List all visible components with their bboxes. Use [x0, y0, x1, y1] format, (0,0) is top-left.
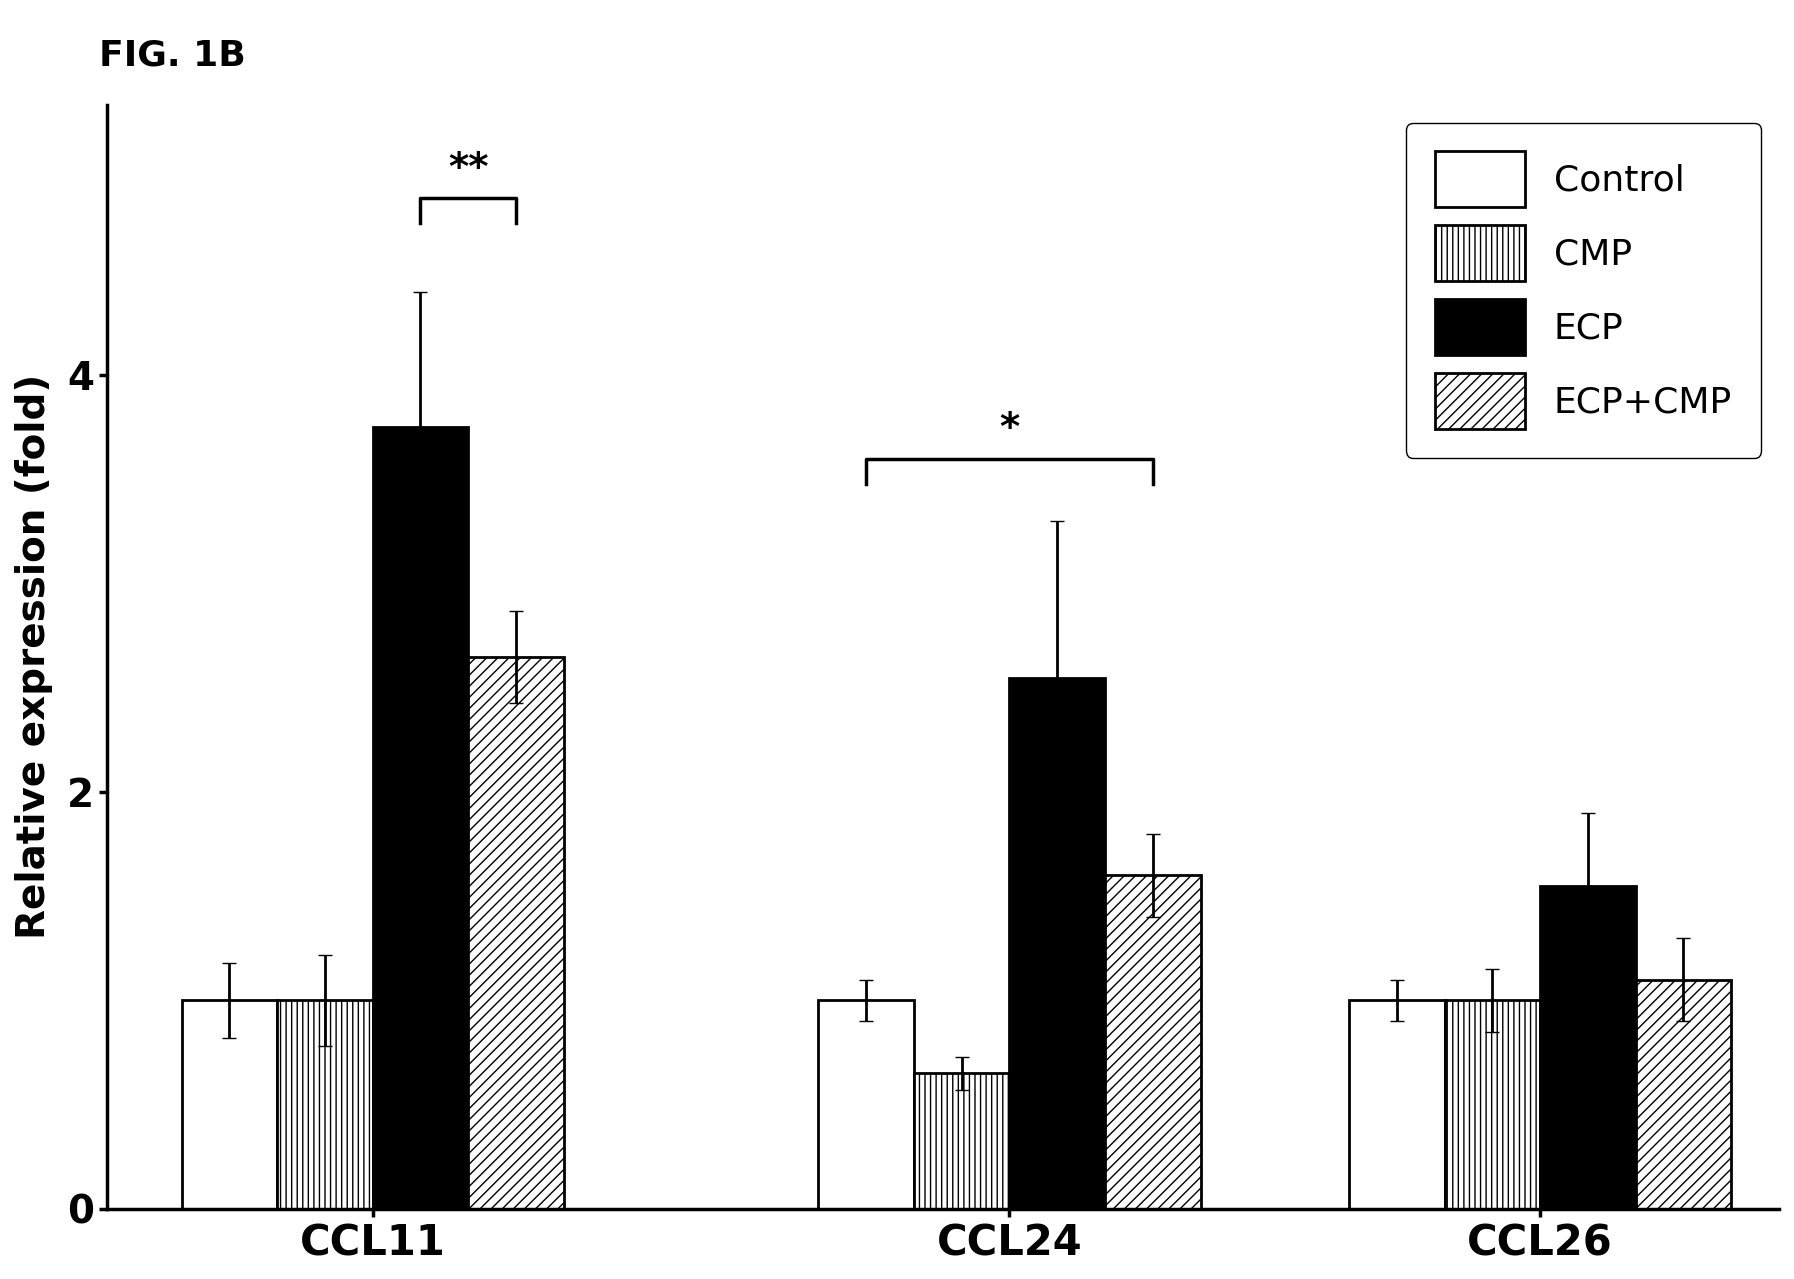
Bar — [1349, 1000, 1444, 1209]
Bar — [1541, 886, 1636, 1209]
Bar — [181, 1000, 276, 1209]
Bar — [1444, 1000, 1541, 1209]
Text: **: ** — [448, 150, 488, 188]
Bar — [913, 1073, 1010, 1209]
Y-axis label: Relative expression (fold): Relative expression (fold) — [14, 373, 54, 939]
Bar — [468, 656, 563, 1209]
Bar — [373, 427, 468, 1209]
Bar — [818, 1000, 913, 1209]
Bar — [276, 1000, 373, 1209]
Bar — [1010, 678, 1105, 1209]
Bar — [1105, 875, 1200, 1209]
Legend: Control, CMP, ECP, ECP+CMP: Control, CMP, ECP, ECP+CMP — [1406, 123, 1762, 458]
Bar — [1636, 980, 1731, 1209]
Text: FIG. 1B: FIG. 1B — [99, 38, 246, 73]
Text: *: * — [999, 411, 1019, 449]
